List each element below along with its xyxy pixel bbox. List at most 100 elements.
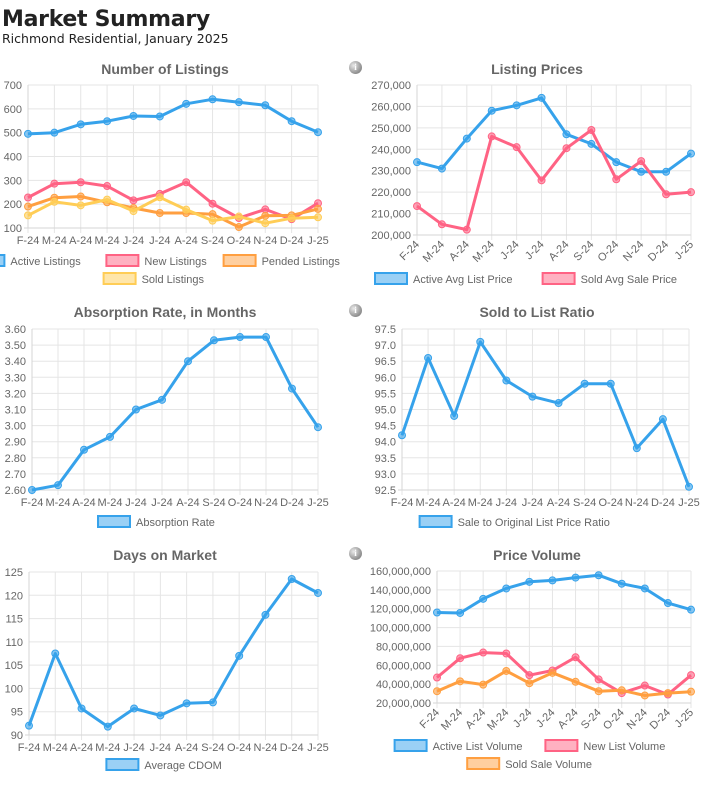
data-point[interactable] — [155, 193, 164, 202]
data-point[interactable] — [606, 379, 615, 388]
data-point[interactable] — [235, 651, 244, 660]
data-point[interactable] — [512, 101, 521, 110]
data-point[interactable] — [658, 415, 667, 424]
data-point[interactable] — [208, 698, 217, 707]
data-point[interactable] — [687, 687, 695, 696]
legend-item-sold-listings[interactable]: Sold Listings — [102, 272, 205, 286]
info-icon[interactable]: i — [349, 61, 362, 74]
data-point[interactable] — [132, 405, 140, 414]
data-point[interactable] — [433, 673, 441, 682]
data-point[interactable] — [80, 445, 88, 454]
data-point[interactable] — [663, 689, 672, 698]
data-point[interactable] — [525, 577, 534, 586]
data-point[interactable] — [54, 481, 62, 490]
data-point[interactable] — [512, 143, 521, 152]
data-point[interactable] — [287, 117, 296, 126]
data-point[interactable] — [24, 202, 32, 211]
data-point[interactable] — [76, 201, 85, 210]
data-point[interactable] — [103, 182, 112, 191]
data-point[interactable] — [314, 423, 322, 432]
data-point[interactable] — [663, 599, 672, 608]
data-point[interactable] — [103, 117, 112, 126]
data-point[interactable] — [479, 680, 488, 689]
data-point[interactable] — [537, 93, 546, 102]
data-point[interactable] — [106, 432, 114, 441]
data-point[interactable] — [288, 384, 296, 393]
data-point[interactable] — [617, 579, 626, 588]
data-point[interactable] — [525, 671, 534, 680]
data-point[interactable] — [456, 608, 465, 617]
legend-item-new-list-volume[interactable]: New List Volume — [544, 739, 665, 753]
data-point[interactable] — [155, 208, 164, 217]
data-point[interactable] — [502, 666, 511, 675]
data-point[interactable] — [456, 654, 465, 663]
data-point[interactable] — [314, 128, 322, 137]
data-point[interactable] — [612, 175, 621, 184]
legend-item-new-listings[interactable]: New Listings — [105, 254, 207, 268]
data-point[interactable] — [571, 573, 580, 582]
data-point[interactable] — [462, 225, 471, 234]
data-point[interactable] — [155, 112, 164, 121]
data-point[interactable] — [562, 144, 571, 153]
data-point[interactable] — [50, 128, 59, 137]
data-point[interactable] — [24, 129, 32, 138]
data-point[interactable] — [433, 687, 441, 696]
data-point[interactable] — [571, 677, 580, 686]
data-point[interactable] — [548, 576, 557, 585]
data-point[interactable] — [182, 99, 191, 108]
data-point[interactable] — [487, 132, 496, 141]
data-point[interactable] — [640, 681, 649, 690]
legend-item-active-listings[interactable]: Active Listings — [0, 254, 81, 268]
data-point[interactable] — [76, 178, 85, 187]
data-point[interactable] — [184, 357, 192, 366]
data-point[interactable] — [637, 157, 646, 166]
data-point[interactable] — [51, 649, 60, 658]
legend-item-active-list-volume[interactable]: Active List Volume — [393, 739, 523, 753]
data-point[interactable] — [479, 648, 488, 657]
data-point[interactable] — [182, 178, 191, 187]
legend-item-sold-avg-sale-price[interactable]: Sold Avg Sale Price — [541, 272, 677, 286]
data-point[interactable] — [617, 686, 626, 695]
data-point[interactable] — [594, 687, 603, 696]
data-point[interactable] — [76, 120, 85, 129]
data-point[interactable] — [612, 158, 621, 167]
data-point[interactable] — [502, 649, 511, 658]
data-point[interactable] — [437, 164, 446, 173]
data-point[interactable] — [129, 207, 138, 216]
data-point[interactable] — [314, 204, 322, 213]
data-point[interactable] — [76, 192, 85, 201]
data-point[interactable] — [25, 721, 33, 730]
data-point[interactable] — [50, 179, 59, 188]
data-point[interactable] — [640, 691, 649, 700]
legend-item-active-avg-list-price[interactable]: Active Avg List Price — [374, 272, 512, 286]
data-point[interactable] — [261, 101, 270, 110]
data-point[interactable] — [234, 212, 243, 221]
data-point[interactable] — [413, 158, 421, 167]
data-point[interactable] — [234, 223, 243, 232]
data-point[interactable] — [687, 188, 695, 197]
data-point[interactable] — [28, 486, 36, 494]
data-point[interactable] — [413, 202, 421, 211]
data-point[interactable] — [571, 653, 580, 662]
data-point[interactable] — [130, 704, 139, 713]
legend-item-sold-sale-volume[interactable]: Sold Sale Volume — [466, 757, 592, 771]
data-point[interactable] — [587, 139, 596, 148]
data-point[interactable] — [687, 671, 695, 680]
data-point[interactable] — [548, 668, 557, 677]
data-point[interactable] — [50, 197, 59, 206]
data-point[interactable] — [525, 679, 534, 688]
data-point[interactable] — [632, 444, 641, 453]
data-point[interactable] — [456, 677, 465, 686]
data-point[interactable] — [261, 219, 270, 228]
data-point[interactable] — [433, 608, 441, 617]
data-point[interactable] — [594, 675, 603, 684]
data-point[interactable] — [261, 610, 270, 619]
data-point[interactable] — [208, 95, 217, 104]
data-point[interactable] — [537, 176, 546, 185]
data-point[interactable] — [314, 588, 322, 597]
data-point[interactable] — [662, 167, 671, 176]
data-point[interactable] — [103, 195, 112, 204]
data-point[interactable] — [158, 395, 166, 404]
legend-item-absorption-rate[interactable]: Absorption Rate — [97, 515, 215, 529]
data-point[interactable] — [182, 205, 191, 214]
